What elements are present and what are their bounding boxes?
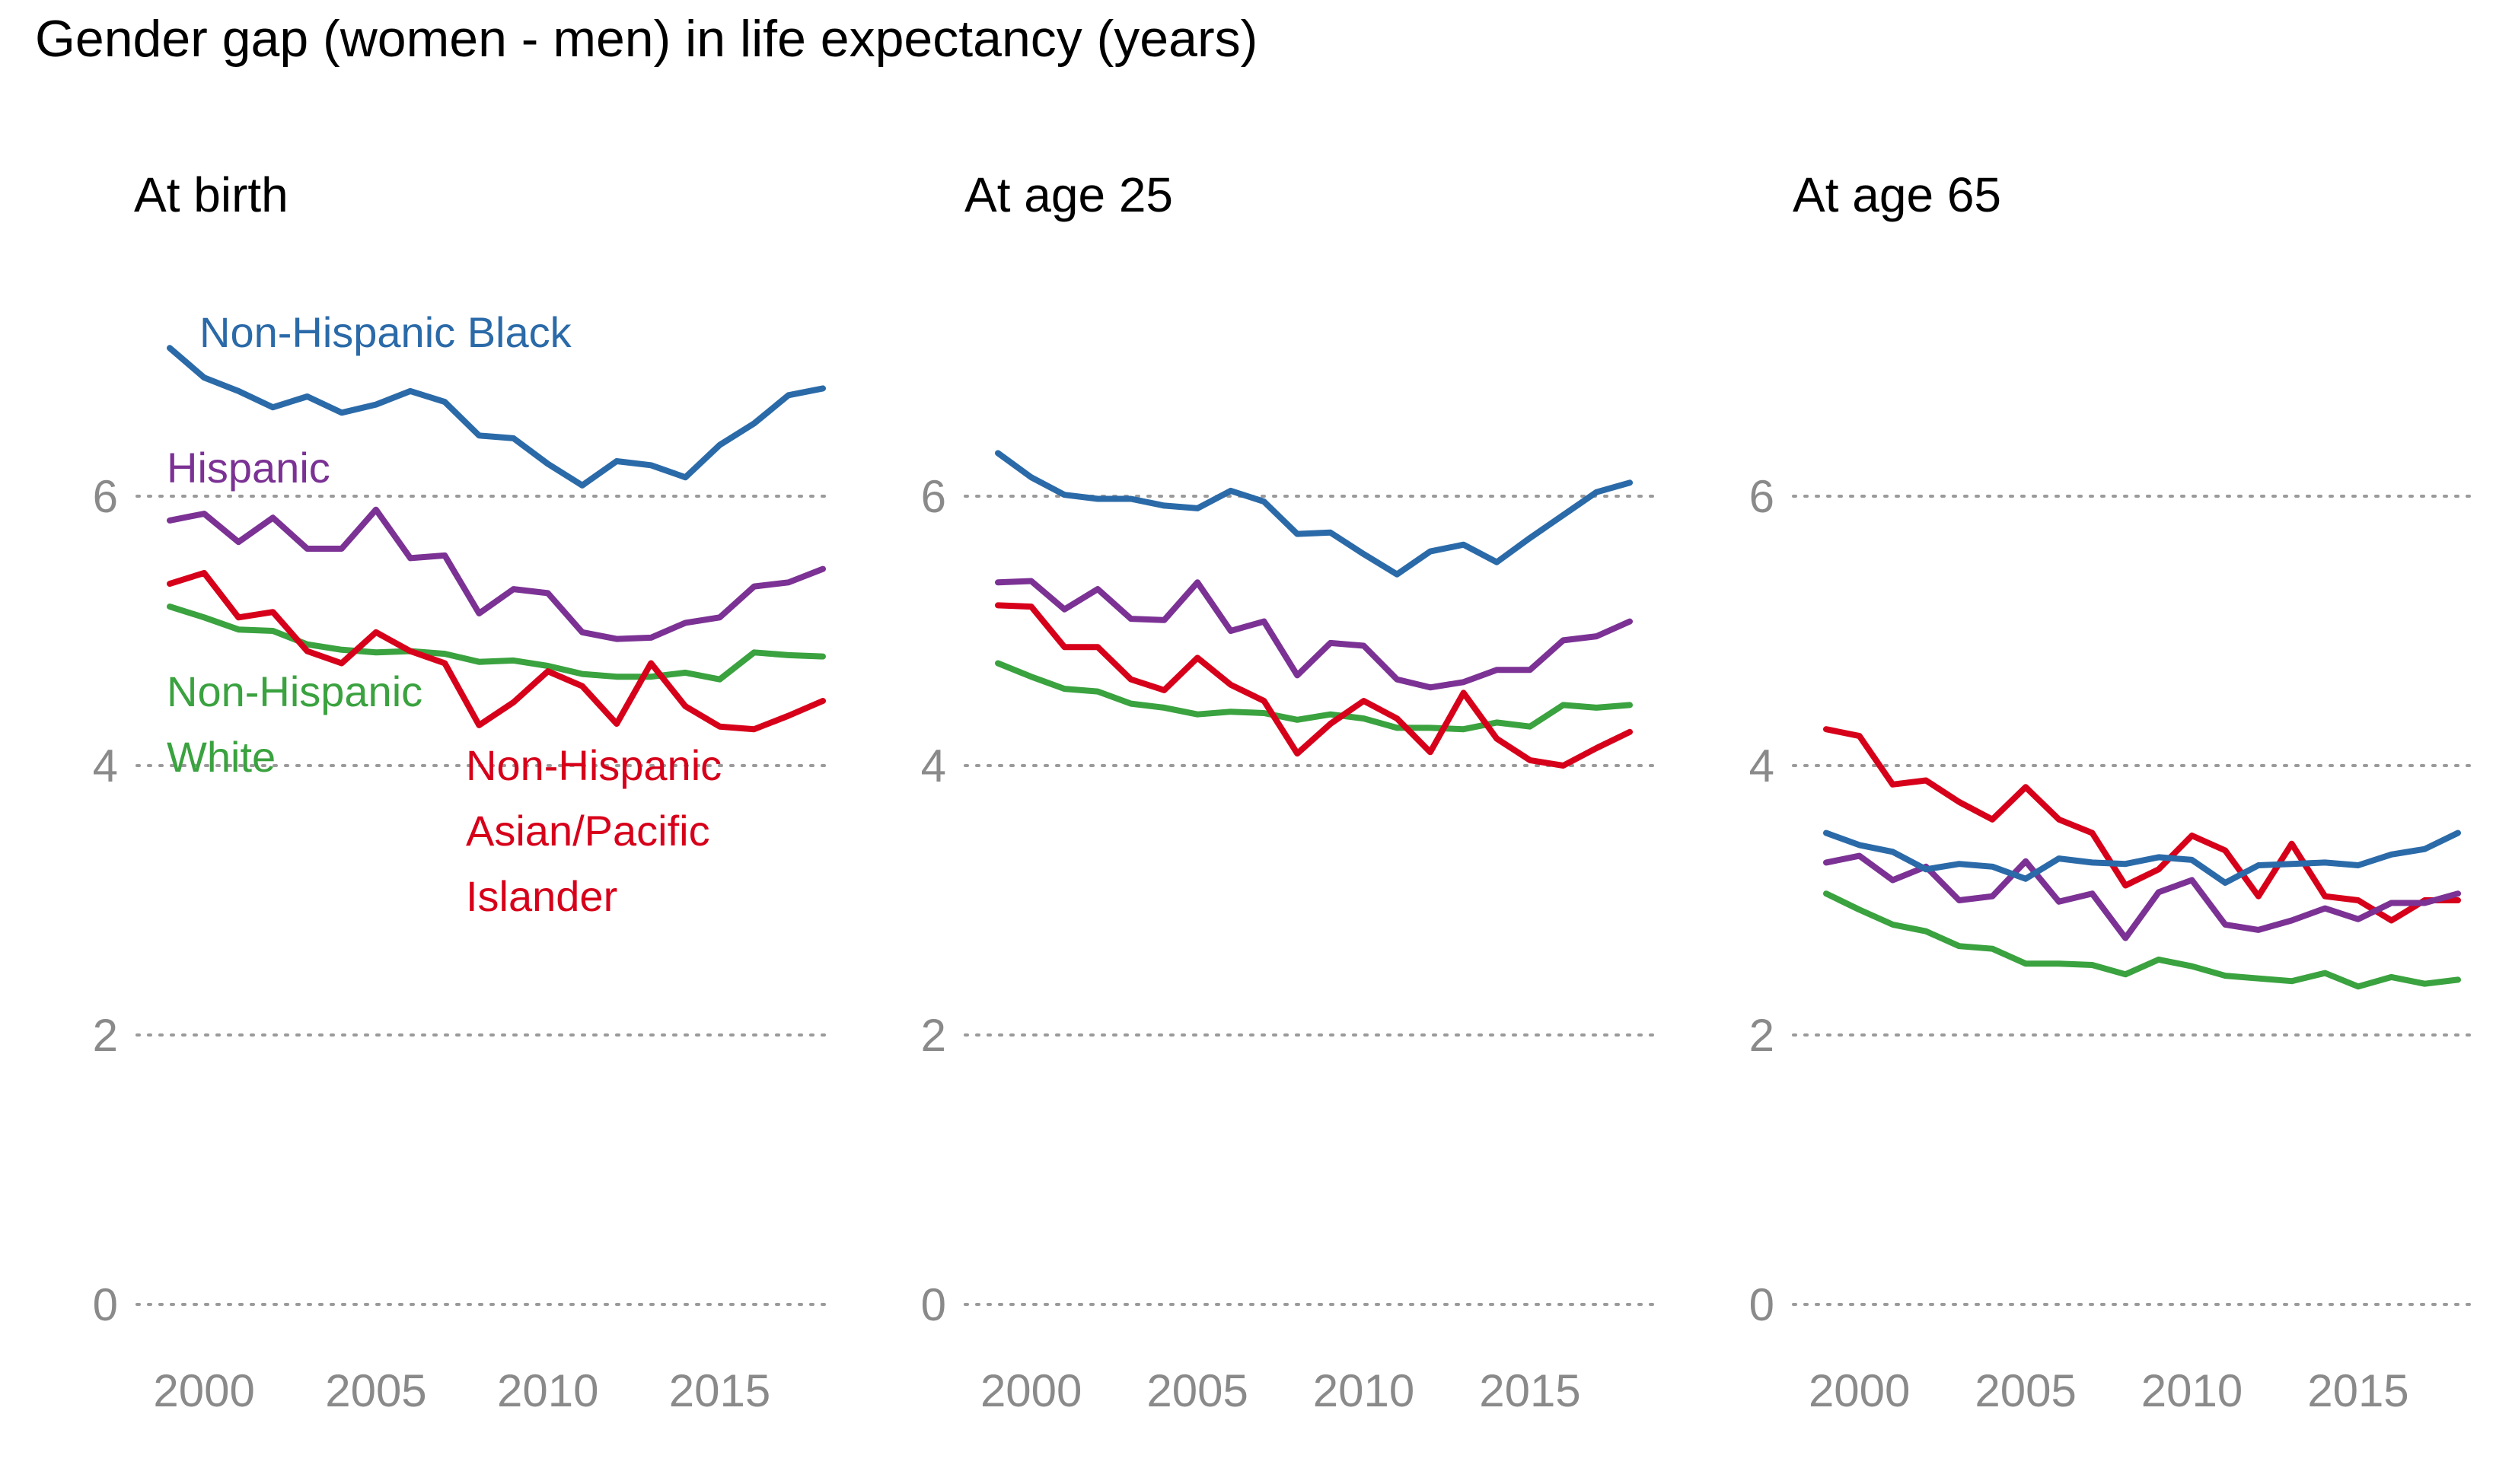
x-tick-label: 2000 — [153, 1365, 254, 1416]
y-tick-label: 2 — [93, 1010, 118, 1061]
x-tick-label: 2010 — [2141, 1365, 2243, 1416]
panels: At birth 0 2 4 6 2000 2005 2010 2015 Non-Hispanic… — [93, 167, 2475, 1416]
panel-1: At age 25 0 2 4 6 2000 2005 2010 2015 — [921, 167, 1663, 1416]
y-tick-label: 6 — [921, 471, 946, 522]
series-label-asian: Asian/Pacific — [466, 807, 710, 855]
y-tick-label: 0 — [93, 1279, 118, 1330]
x-tick-label: 2005 — [1975, 1365, 2076, 1416]
x-tick-label: 2005 — [1146, 1365, 1248, 1416]
y-tick-label: 2 — [921, 1010, 946, 1061]
series-line-black — [167, 345, 826, 489]
series-label-asian: Non-Hispanic — [466, 741, 722, 789]
x-tick-label: 2010 — [497, 1365, 598, 1416]
x-tick-label: 2015 — [2307, 1365, 2408, 1416]
y-tick-label: 4 — [93, 740, 118, 791]
panel-title: At birth — [134, 167, 288, 222]
x-tick-label: 2015 — [1479, 1365, 1580, 1416]
chart-title: Gender gap (women - men) in life expecta… — [35, 10, 1258, 68]
series-line-asian — [995, 602, 1633, 769]
series-label-white: Non-Hispanic — [167, 667, 422, 715]
series-line-hispanic — [1823, 852, 2461, 941]
y-tick-label: 0 — [921, 1279, 946, 1330]
y-tick-label: 4 — [921, 740, 946, 791]
y-tick-label: 6 — [1749, 471, 1774, 522]
y-tick-label: 2 — [1749, 1010, 1774, 1061]
series-label-hispanic: Hispanic — [167, 444, 330, 492]
series-line-asian — [1823, 726, 2461, 924]
series-line-white — [167, 603, 826, 683]
series-line-hispanic — [995, 578, 1633, 691]
x-tick-label: 2000 — [1809, 1365, 1910, 1416]
series-line-black — [1823, 830, 2461, 886]
series-label-asian: Islander — [466, 872, 617, 920]
x-tick-label: 2010 — [1313, 1365, 1414, 1416]
panel-title: At age 65 — [1793, 167, 2001, 222]
x-tick-label: 2005 — [325, 1365, 426, 1416]
panel-title: At age 25 — [964, 167, 1173, 222]
panel-0: At birth 0 2 4 6 2000 2005 2010 2015 Non-Hispanic… — [93, 167, 835, 1416]
series-line-black — [995, 450, 1633, 578]
series-line-white — [995, 660, 1633, 733]
y-tick-label: 4 — [1749, 740, 1774, 791]
series-label-white: White — [167, 733, 276, 781]
y-tick-label: 6 — [93, 471, 118, 522]
panel-2: At age 65 0 2 4 6 2000 2005 2010 2015 — [1749, 167, 2475, 1416]
x-tick-label: 2000 — [980, 1365, 1082, 1416]
series-line-hispanic — [167, 506, 826, 642]
series-line-white — [1823, 890, 2461, 990]
x-tick-label: 2015 — [669, 1365, 770, 1416]
y-tick-label: 0 — [1749, 1279, 1774, 1330]
series-line-asian — [167, 569, 826, 733]
series-label-black: Non-Hispanic Black — [199, 308, 572, 356]
